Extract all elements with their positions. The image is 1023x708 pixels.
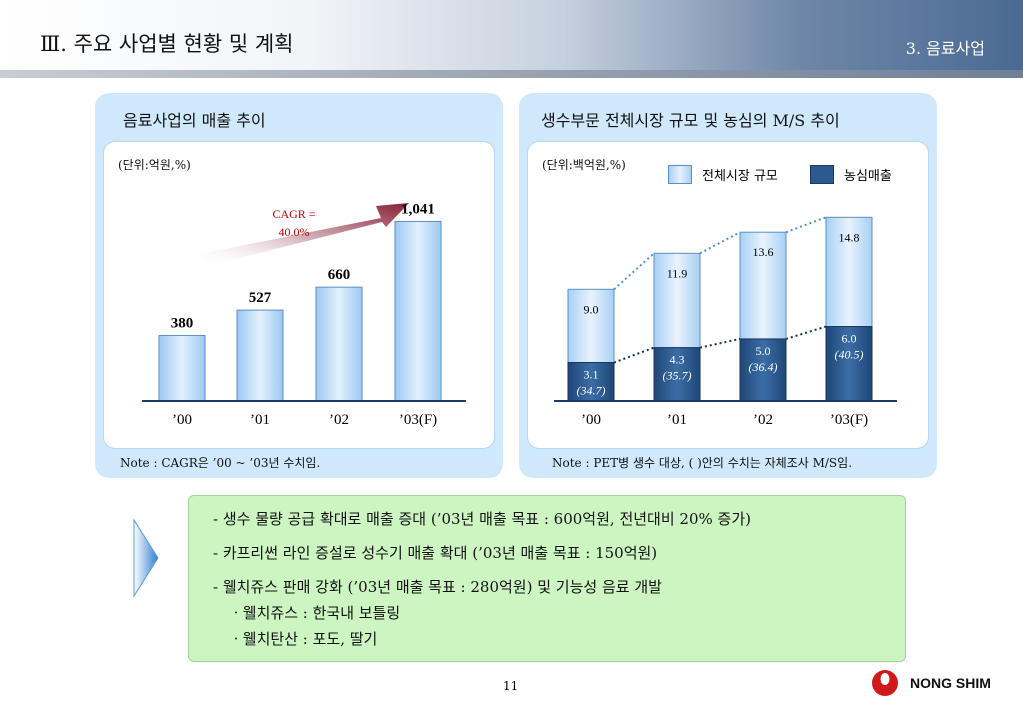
bar xyxy=(158,334,206,402)
header-divider xyxy=(0,70,1023,78)
ns-trend-line xyxy=(699,337,741,349)
ns-share-label: (36.4) xyxy=(749,360,778,374)
left-panel-title: 음료사업의 매출 추이 xyxy=(123,111,266,130)
right-note: Note : PET병 생수 대상, ( )안의 수치는 자체조사 M/S임. xyxy=(552,456,853,470)
ns-sales-bar xyxy=(825,326,873,402)
market-trend-line xyxy=(699,231,741,255)
ns-trend-line xyxy=(613,346,655,364)
cagr-label-line2: 40.0% xyxy=(279,225,310,239)
section-tag: 3. 음료사업 xyxy=(905,39,985,58)
x-tick-label: ’00 xyxy=(581,412,601,428)
x-tick-label: ’02 xyxy=(753,412,773,428)
chevron-right-icon xyxy=(133,518,159,598)
market-trend-line xyxy=(785,216,827,234)
plan-bullet: - 생수 물량 공급 확대로 매출 증대 (’03년 매출 목표 : 600억원… xyxy=(213,510,751,528)
legend-total-label: 전체시장 규모 xyxy=(702,169,778,184)
market-value-label: 14.8 xyxy=(839,230,860,244)
ns-trend-line xyxy=(785,325,827,340)
market-value-label: 9.0 xyxy=(584,302,599,316)
plan-sub-item: ㆍ웰치탄산 : 포도, 딸기 xyxy=(229,630,378,648)
right-chart-area: (단위:백억원,%) 전체시장 규모 농심매출 9.0 11.9 13.6 14.8 3… xyxy=(527,141,929,449)
x-tick-label: ’00 xyxy=(172,412,192,428)
bar-value-label: 660 xyxy=(328,267,351,283)
x-tick-label: ’03(F) xyxy=(399,412,437,428)
ns-value-label: 4.3 xyxy=(670,353,685,367)
ns-sales-bar xyxy=(739,338,787,402)
market-value-label: 11.9 xyxy=(667,266,688,280)
left-unit-label: (단위:억원,%) xyxy=(118,158,191,172)
x-tick-label: ’01 xyxy=(250,412,270,428)
bar-value-label: 1,041 xyxy=(401,201,435,217)
legend-ns-swatch xyxy=(810,165,834,184)
bar xyxy=(315,286,363,402)
legend-total-swatch xyxy=(668,165,692,184)
right-panel-title: 생수부문 전체시장 규모 및 농심의 M/S 추이 xyxy=(541,111,840,130)
x-tick-label: ’03(F) xyxy=(830,412,868,428)
sales-chart: CAGR = 40.0% 380 ’00 527 ’01 660 ’02 1,041 ’03(… xyxy=(142,201,466,428)
ns-value-label: 3.1 xyxy=(584,368,599,382)
header-bar xyxy=(0,0,1023,70)
plan-box: - 생수 물량 공급 확대로 매출 증대 (’03년 매출 목표 : 600억원… xyxy=(188,495,906,662)
page-title: Ⅲ. 주요 사업별 현황 및 계획 xyxy=(40,32,294,56)
right-unit-label: (단위:백억원,%) xyxy=(542,158,626,172)
ns-share-label: (34.7) xyxy=(577,384,606,398)
x-tick-label: ’02 xyxy=(329,412,349,428)
plan-sub-item: ㆍ웰치쥬스 : 한국내 보틀링 xyxy=(229,604,401,622)
cagr-arrow xyxy=(200,203,409,266)
bar xyxy=(394,220,442,402)
bar-value-label: 380 xyxy=(171,315,194,331)
cagr-label-line1: CAGR = xyxy=(272,207,315,221)
ns-value-label: 6.0 xyxy=(842,332,857,346)
market-share-chart: 9.0 11.9 13.6 14.8 3.1 (34.7) ’00 4.3 (35.7) ’01 5… xyxy=(554,216,897,428)
left-chart-area: (단위:억원,%) CAGR = 40.0% 380 ’00 527 ’01 660 ’0… xyxy=(103,141,495,449)
logo-text: NONG SHIM xyxy=(910,675,991,691)
logo-mark-icon xyxy=(872,670,898,696)
market-trend-line xyxy=(613,252,655,291)
ns-sales-bar xyxy=(653,347,701,402)
ns-value-label: 5.0 xyxy=(756,344,771,358)
ns-share-label: (40.5) xyxy=(835,348,864,362)
company-logo: NONG SHIM xyxy=(870,668,1000,698)
right-panel: 생수부문 전체시장 규모 및 농심의 M/S 추이 (단위:백억원,%) 전체시… xyxy=(519,93,937,478)
market-value-label: 13.6 xyxy=(753,245,774,259)
page-number: 11 xyxy=(503,679,519,693)
x-tick-label: ’01 xyxy=(667,412,687,428)
bar xyxy=(236,309,284,402)
legend-ns-label: 농심매출 xyxy=(844,169,892,184)
plan-bullet: - 웰치쥬스 판매 강화 (’03년 매출 목표 : 280억원) 및 기능성 … xyxy=(213,578,662,596)
ns-share-label: (35.7) xyxy=(663,369,692,383)
bar-value-label: 527 xyxy=(249,290,272,306)
left-note: Note : CAGR은 ’00 ~ ’03년 수치임. xyxy=(120,456,321,470)
left-panel: 음료사업의 매출 추이 (단위:억원,%) CAGR = 40.0% 380 ’0… xyxy=(95,93,503,478)
plan-bullet: - 카프리썬 라인 증설로 성수기 매출 확대 (’03년 매출 목표 : 15… xyxy=(213,544,658,562)
